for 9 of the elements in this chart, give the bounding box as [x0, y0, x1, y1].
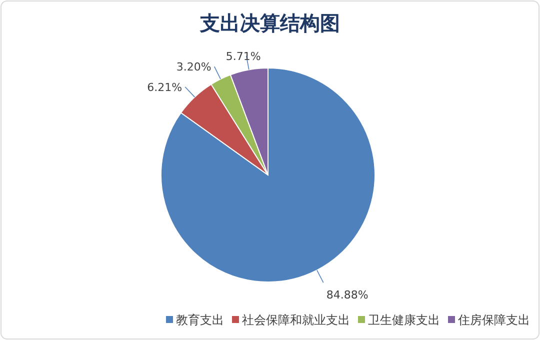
legend-label: 住房保障支出: [457, 313, 530, 327]
chart-title: 支出决算结构图: [199, 11, 340, 35]
data-label: 84.88%: [326, 288, 368, 302]
legend-label: 社会保障和就业支出: [242, 313, 350, 327]
data-label: 3.20%: [176, 60, 212, 74]
legend-label: 卫生健康支出: [368, 313, 440, 327]
legend-label: 教育支出: [176, 313, 224, 327]
data-label: 5.71%: [226, 50, 261, 63]
data-label: 6.21%: [147, 80, 182, 94]
